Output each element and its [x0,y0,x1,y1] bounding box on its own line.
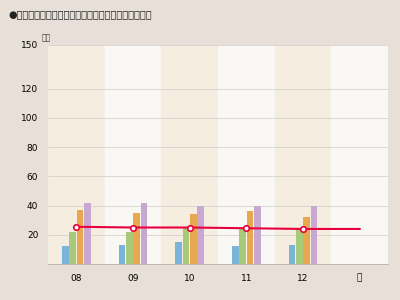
Bar [105,45,161,264]
Bar [119,245,125,264]
Bar [62,247,68,264]
Bar [175,242,182,264]
Bar [84,203,91,264]
Bar [254,206,261,264]
Bar [48,45,105,264]
Bar [190,214,196,264]
Bar [289,245,295,264]
Bar [161,45,218,264]
Bar [141,203,147,264]
Text: 比率: 比率 [41,33,50,42]
Bar [240,229,246,264]
Bar [77,210,83,264]
Text: ●最近の美容室は自分の年齢に合わないところが多い: ●最近の美容室は自分の年齢に合わないところが多い [8,9,152,19]
Bar [218,45,275,264]
Bar [198,206,204,264]
Bar [247,212,253,264]
Bar [304,217,310,264]
Bar [311,206,317,264]
Bar [183,227,189,264]
Bar [126,232,132,264]
Bar [331,45,388,264]
Bar [70,232,76,264]
Bar [232,247,238,264]
Bar [275,45,331,264]
Bar [296,227,302,264]
Bar [134,213,140,264]
